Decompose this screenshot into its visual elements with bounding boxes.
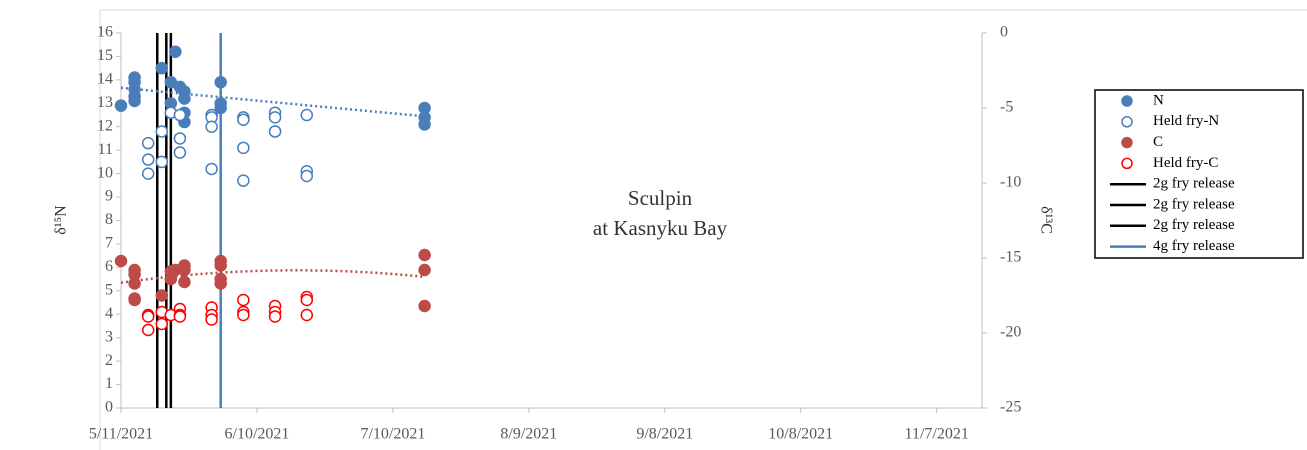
y2-tick-label: -20 bbox=[1000, 324, 1021, 341]
y-tick-label: 0 bbox=[105, 399, 113, 416]
y-tick-label: 15 bbox=[97, 47, 113, 64]
point bbox=[155, 155, 169, 169]
point bbox=[237, 308, 250, 322]
y-tick-label: 7 bbox=[105, 235, 113, 252]
legend-label: Held fry-N bbox=[1153, 113, 1219, 129]
y2-tick-label: -5 bbox=[1000, 99, 1013, 116]
point bbox=[114, 99, 128, 112]
point bbox=[214, 259, 227, 272]
y-tick-label: 6 bbox=[105, 258, 113, 275]
point bbox=[155, 289, 169, 302]
point bbox=[300, 308, 314, 322]
point bbox=[141, 167, 155, 180]
point bbox=[205, 120, 218, 133]
point bbox=[214, 75, 227, 89]
point bbox=[178, 275, 191, 289]
point bbox=[155, 61, 169, 75]
point bbox=[178, 263, 191, 277]
y-tick-label: 1 bbox=[105, 375, 113, 392]
y2-axis-label: δ¹³C bbox=[1037, 206, 1054, 234]
legend-marker bbox=[1121, 95, 1133, 107]
legend-label: Held fry-C bbox=[1153, 155, 1218, 171]
point bbox=[237, 174, 250, 187]
point bbox=[237, 113, 250, 126]
point bbox=[205, 313, 218, 326]
point bbox=[141, 153, 155, 166]
legend-label: N bbox=[1153, 92, 1164, 108]
point bbox=[173, 132, 187, 145]
point bbox=[141, 310, 155, 323]
point bbox=[173, 108, 187, 122]
point bbox=[418, 263, 431, 277]
point bbox=[178, 92, 191, 105]
point bbox=[114, 254, 128, 268]
x-tick-label: 5/11/2021 bbox=[89, 426, 153, 443]
point bbox=[268, 310, 282, 323]
point bbox=[173, 310, 187, 323]
legend-label: 4g fry release bbox=[1153, 238, 1235, 254]
y-tick-label: 2 bbox=[105, 352, 113, 369]
x-tick-label: 10/8/2021 bbox=[768, 426, 833, 443]
x-tick-label: 6/10/2021 bbox=[225, 426, 290, 443]
point bbox=[300, 108, 314, 122]
x-tick-label: 9/8/2021 bbox=[636, 426, 693, 443]
point bbox=[237, 293, 250, 307]
y-tick-label: 16 bbox=[97, 24, 113, 41]
point bbox=[214, 101, 227, 115]
point bbox=[418, 299, 431, 313]
y-tick-label: 11 bbox=[98, 141, 113, 158]
y-tick-label: 4 bbox=[105, 305, 113, 322]
y-tick-label: 9 bbox=[105, 188, 113, 205]
point bbox=[128, 277, 141, 290]
y-tick-label: 14 bbox=[97, 71, 113, 88]
point bbox=[128, 293, 141, 307]
point bbox=[418, 118, 431, 131]
trend-line bbox=[120, 86, 425, 118]
y-tick-label: 10 bbox=[97, 164, 113, 181]
y2-tick-label: -25 bbox=[1000, 399, 1021, 416]
point bbox=[205, 162, 218, 176]
legend-label: 2g fry release bbox=[1153, 217, 1235, 233]
legend-marker bbox=[1121, 116, 1133, 128]
y-tick-label: 12 bbox=[97, 117, 113, 134]
point bbox=[268, 125, 282, 138]
point bbox=[237, 141, 250, 155]
point bbox=[418, 248, 431, 262]
point bbox=[268, 111, 282, 124]
point bbox=[155, 125, 169, 138]
x-tick-label: 11/7/2021 bbox=[905, 426, 969, 443]
legend-marker bbox=[1121, 157, 1133, 170]
point bbox=[214, 277, 227, 290]
y-tick-label: 5 bbox=[105, 281, 113, 298]
y2-tick-label: 0 bbox=[1000, 24, 1008, 41]
x-tick-label: 8/9/2021 bbox=[500, 426, 557, 443]
y-tick-label: 3 bbox=[105, 328, 113, 345]
legend-label: 2g fry release bbox=[1153, 176, 1235, 192]
point bbox=[173, 146, 187, 159]
legend-marker bbox=[1121, 136, 1133, 149]
legend-label: C bbox=[1153, 134, 1163, 150]
y2-tick-label: -10 bbox=[1000, 174, 1021, 191]
legend-label: 2g fry release bbox=[1153, 196, 1235, 212]
y-tick-label: 13 bbox=[97, 94, 113, 111]
y-axis-label: δ¹⁵N bbox=[53, 205, 70, 235]
point bbox=[141, 136, 155, 150]
annotation: Sculpin bbox=[628, 186, 693, 210]
x-tick-label: 7/10/2021 bbox=[360, 426, 425, 443]
y-tick-label: 8 bbox=[105, 211, 113, 228]
point bbox=[300, 169, 314, 183]
point bbox=[300, 293, 314, 307]
point bbox=[141, 323, 155, 337]
point bbox=[155, 317, 169, 331]
annotation: at Kasnyku Bay bbox=[593, 216, 728, 240]
y2-tick-label: -15 bbox=[1000, 249, 1021, 266]
point bbox=[128, 94, 141, 108]
point bbox=[169, 45, 182, 58]
